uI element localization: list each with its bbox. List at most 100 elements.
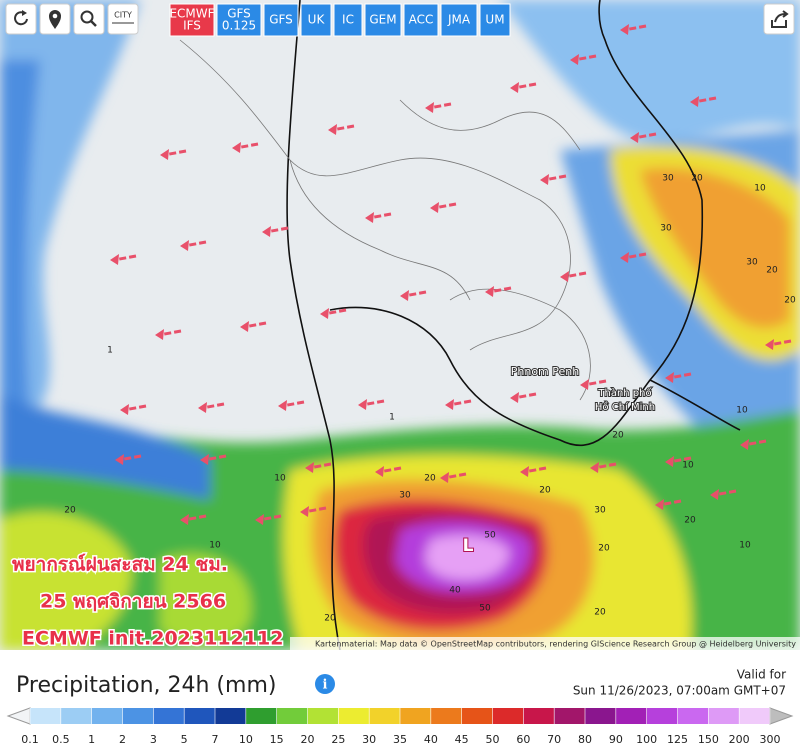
legend-swatch	[492, 708, 524, 724]
model-button[interactable]: GEM	[364, 3, 402, 37]
contour-label: 10	[682, 461, 694, 471]
location-button[interactable]	[39, 3, 71, 35]
arrow-shaft	[265, 226, 289, 234]
arrow-head	[690, 96, 699, 107]
arrow-shaft	[281, 400, 305, 408]
arrow-shaft	[235, 142, 259, 150]
contour-label: 20	[594, 608, 606, 618]
wind-arrow	[620, 24, 647, 35]
arrow-shaft	[633, 132, 657, 140]
arrow-shaft	[308, 462, 332, 470]
model-button[interactable]: GFS	[263, 3, 299, 37]
legend-swatch	[122, 708, 154, 724]
arrow-head	[200, 454, 209, 465]
legend-label: 7	[212, 733, 219, 746]
legend-swatch	[554, 708, 585, 724]
contour-label: 30	[660, 224, 672, 234]
model-button[interactable]: ACC	[403, 3, 439, 37]
arrow-head	[430, 202, 439, 213]
model-button[interactable]: IC	[333, 3, 363, 37]
arrow-shaft	[428, 102, 452, 110]
legend: 0.1 0.5 1 2 3 5 7 10 15 20 25 30 35 40 45 50 60 70 80 90 100…	[6, 707, 794, 746]
city-button[interactable]: CITY	[107, 3, 139, 35]
arrow-head	[262, 226, 271, 237]
arrow-head	[620, 24, 629, 35]
wind-arrow	[580, 379, 607, 390]
legend-label: 50	[486, 733, 500, 746]
arrow-shaft	[668, 372, 692, 380]
model-name: UK	[308, 13, 326, 27]
legend-label: 3	[150, 733, 157, 746]
arrow-shaft	[448, 399, 472, 407]
model-button[interactable]: UM	[479, 3, 511, 37]
info-button[interactable]: i	[315, 674, 335, 694]
wind-arrow	[365, 212, 392, 223]
place-label: Thành phố	[597, 387, 651, 399]
arrow-shaft	[623, 252, 647, 260]
contour-label: 10	[274, 474, 286, 484]
legend-swatch	[739, 708, 770, 724]
legend-swatch	[245, 708, 277, 724]
arrow-head	[510, 392, 519, 403]
legend-label: 10	[239, 733, 253, 746]
model-name: GEM	[369, 13, 396, 27]
arrow-shaft	[158, 329, 182, 337]
arrow-shaft	[361, 399, 385, 407]
arrow-shaft	[713, 489, 737, 497]
wind-arrow	[240, 321, 267, 332]
wind-arrow	[765, 339, 792, 350]
wind-arrow	[510, 392, 537, 403]
arrow-shaft	[743, 439, 767, 447]
arrow-shaft	[331, 124, 355, 132]
wind-arrow	[710, 489, 737, 500]
low-pressure-label: L	[463, 536, 474, 556]
legend-label: 0.1	[21, 733, 39, 746]
arrow-head	[328, 124, 337, 135]
contour-label: 30	[746, 258, 758, 268]
arrow-head	[665, 372, 674, 383]
arrow-shaft	[183, 514, 207, 522]
model-button-bg	[300, 3, 332, 37]
legend-swatch	[153, 708, 185, 724]
arrow-head	[155, 329, 164, 340]
legend-swatch	[307, 708, 339, 724]
model-button-bg	[479, 3, 511, 37]
wind-arrow	[160, 149, 187, 160]
zoom-button[interactable]	[73, 3, 105, 35]
arrow-shaft	[563, 271, 587, 279]
arrow-head	[180, 240, 189, 251]
arrow-shaft	[443, 472, 467, 480]
svg-text:i: i	[323, 678, 328, 693]
wind-arrow	[328, 124, 355, 135]
contour-labels: 30 20 10 30 30 20 20 10 10 20 30 20 20 20 30 20 50 50 40 10…	[64, 174, 796, 624]
arrow-head	[440, 472, 449, 483]
legend-swatch	[461, 708, 493, 724]
wind-arrow	[520, 466, 547, 477]
arrow-head	[425, 102, 434, 113]
share-button[interactable]	[763, 3, 795, 35]
wind-arrow	[665, 456, 692, 467]
legend-swatch	[615, 708, 647, 724]
contour-label: 20	[766, 266, 778, 276]
model-button-bg	[169, 3, 215, 37]
arrow-head	[375, 466, 384, 477]
refresh-button[interactable]	[5, 3, 37, 35]
model-button[interactable]: JMA	[440, 3, 478, 37]
arrow-shaft	[693, 96, 717, 104]
legend-label: 125	[667, 733, 688, 746]
contour-label: 20	[324, 614, 336, 624]
arrow-shaft	[303, 506, 327, 514]
wind-arrow	[110, 254, 137, 265]
model-button[interactable]: UK	[300, 3, 332, 37]
coastlines	[286, 0, 741, 650]
model-name: GFS	[227, 7, 251, 21]
arrow-shaft	[513, 82, 537, 90]
wind-arrow	[198, 402, 225, 413]
arrow-shaft	[323, 308, 347, 316]
overlay-text: พยากรณ์ฝนสะสม 24 ชม.	[12, 554, 228, 576]
legend-label: 15	[270, 733, 284, 746]
